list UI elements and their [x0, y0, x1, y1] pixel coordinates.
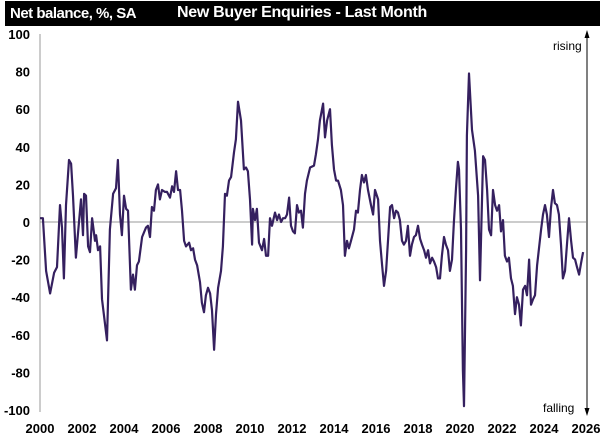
x-tick-label: 2012	[278, 421, 307, 436]
series-line	[40, 72, 585, 408]
x-tick-label: 2014	[320, 421, 350, 436]
y-tick-label: 100	[8, 27, 30, 42]
y-axis-label: Net balance, %, SA	[10, 5, 137, 22]
arrow-down-icon	[584, 408, 590, 416]
y-tick-label: 40	[16, 140, 30, 155]
y-tick-label: -20	[11, 253, 30, 268]
title-bar: Net balance, %, SA New Buyer Enquiries -…	[5, 1, 600, 26]
x-tick-label: 2020	[446, 421, 475, 436]
chart-title: New Buyer Enquiries - Last Month	[177, 4, 427, 21]
y-tick-label: -100	[4, 403, 30, 418]
x-tick-label: 2018	[404, 421, 433, 436]
x-tick-label: 2024	[530, 421, 560, 436]
y-tick-label: 60	[16, 102, 30, 117]
y-tick-label: 80	[16, 65, 30, 80]
x-tick-label: 2016	[362, 421, 391, 436]
annotation-rising: rising	[553, 39, 582, 53]
x-tick-label: 2022	[488, 421, 517, 436]
x-tick-label: 2010	[236, 421, 265, 436]
y-tick-label: 0	[23, 215, 30, 230]
x-tick-label: 2002	[68, 421, 97, 436]
x-tick-label: 2000	[26, 421, 55, 436]
annotation-falling: falling	[543, 401, 574, 415]
arrow-up-icon	[584, 30, 590, 38]
y-tick-label: -40	[11, 290, 30, 305]
direction-arrow	[584, 30, 590, 416]
x-tick-label: 2006	[152, 421, 181, 436]
y-tick-label: 20	[16, 177, 30, 192]
x-tick-label: 2008	[194, 421, 223, 436]
y-tick-label: -80	[11, 365, 30, 380]
y-tick-label: -60	[11, 328, 30, 343]
x-tick-label: 2004	[110, 421, 140, 436]
x-tick-label: 2026	[572, 421, 600, 436]
